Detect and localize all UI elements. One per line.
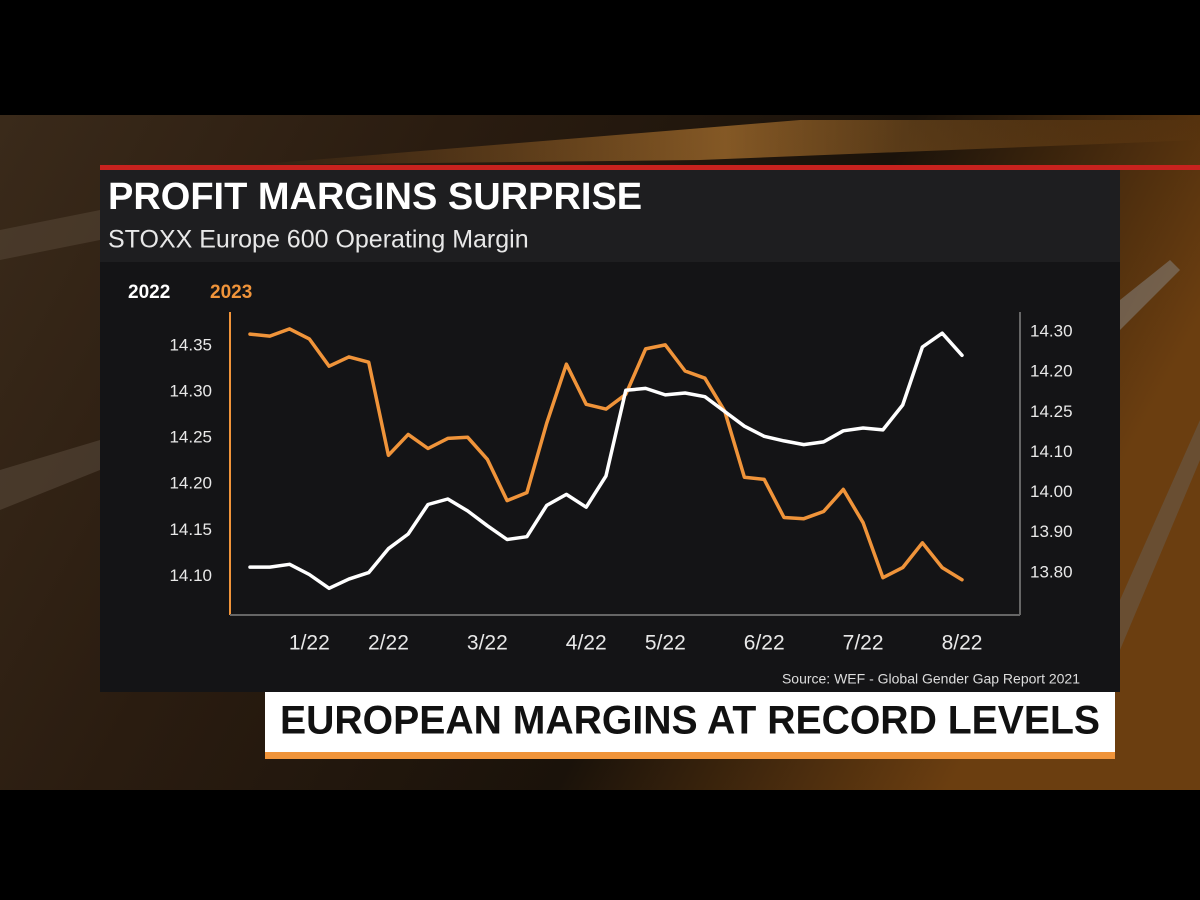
y-tick-label: 14.35 xyxy=(169,336,212,355)
y2-tick-label: 13.80 xyxy=(1030,562,1073,581)
legend-entry: 2023 xyxy=(210,282,252,303)
lower-third-underline xyxy=(265,752,1115,759)
x-tick-label: 5/22 xyxy=(645,632,686,655)
y-tick-label: 14.25 xyxy=(169,428,212,447)
y-tick-label: 14.20 xyxy=(169,474,212,493)
x-tick-label: 7/22 xyxy=(843,632,884,655)
y-tick-label: 14.10 xyxy=(169,566,212,585)
chart-subtitle: STOXX Europe 600 Operating Margin xyxy=(108,226,529,254)
red-rule xyxy=(100,165,1200,170)
light-streak xyxy=(1120,420,1200,650)
letterbox-top xyxy=(0,0,1200,115)
line-series xyxy=(248,327,964,582)
lower-third xyxy=(265,692,1115,752)
light-streak xyxy=(0,440,100,510)
line-series xyxy=(248,331,964,591)
title-panel xyxy=(100,170,1120,262)
y2-tick-label: 14.20 xyxy=(1030,362,1073,381)
x-tick-label: 3/22 xyxy=(467,632,508,655)
x-tick-label: 8/22 xyxy=(942,632,983,655)
y2-tick-label: 14.25 xyxy=(1030,402,1073,421)
lower-third-caption: EUROPEAN MARGINS AT RECORD LEVELS xyxy=(280,699,1100,743)
x-tick-label: 2/22 xyxy=(368,632,409,655)
light-streak xyxy=(1120,260,1180,330)
y2-tick-label: 14.30 xyxy=(1030,322,1073,341)
letterbox-bottom xyxy=(0,790,1200,900)
legend-entry: 2022 xyxy=(128,282,170,303)
y-tick-label: 14.15 xyxy=(169,520,212,539)
light-streak xyxy=(0,210,100,260)
light-streak xyxy=(250,120,1200,165)
x-tick-label: 6/22 xyxy=(744,632,785,655)
chart-panel xyxy=(100,262,1120,692)
x-tick-label: 1/22 xyxy=(289,632,330,655)
chart-title: PROFIT MARGINS SURPRISE xyxy=(108,176,642,218)
y2-tick-label: 14.00 xyxy=(1030,482,1073,501)
source-note: Source: WEF - Global Gender Gap Report 2… xyxy=(782,671,1080,687)
y2-tick-label: 14.10 xyxy=(1030,442,1073,461)
y2-tick-label: 13.90 xyxy=(1030,522,1073,541)
x-tick-label: 4/22 xyxy=(566,632,607,655)
y-tick-label: 14.30 xyxy=(169,382,212,401)
